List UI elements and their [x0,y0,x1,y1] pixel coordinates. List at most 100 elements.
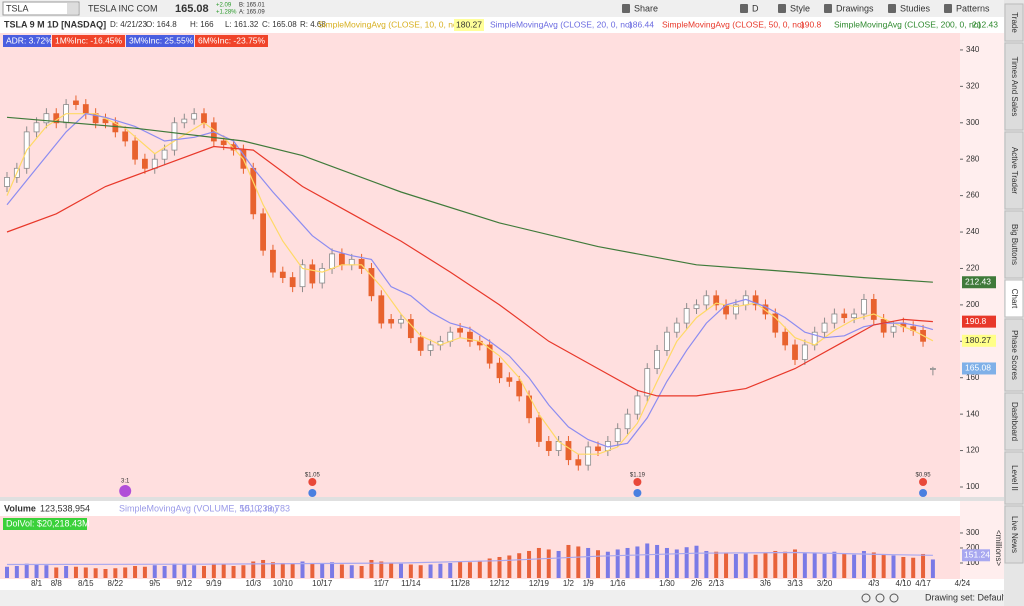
volume-value: 123,538,954 [40,503,90,513]
candle-body [447,331,454,342]
volume-bar [349,565,354,578]
toolbar-button[interactable]: Patterns [956,3,990,13]
company: TESLA INC COM [88,3,158,13]
volume-bar [202,565,206,578]
candle-body [348,258,355,266]
side-tab[interactable] [1004,505,1024,564]
side-tab-label[interactable]: Times And Sales [1010,57,1019,117]
volume-bar [448,562,453,578]
toolbar-icon[interactable] [944,4,952,13]
y-tick-label: 260 [966,191,980,200]
x-tick-label: 12/12 [489,579,510,588]
candle-body [585,446,592,466]
side-tab-label[interactable]: Live News [1010,516,1019,553]
side-tab[interactable] [1004,3,1024,42]
quote-field: O: 164.8 [146,20,177,29]
symbol-dropdown[interactable] [67,3,78,14]
earnings-marker[interactable] [919,489,928,497]
event-label: $1.05 [305,473,321,479]
volume-label: Volume [4,503,36,513]
dividend-marker[interactable] [633,478,642,486]
y-tick-label: 240 [966,227,980,236]
split-marker[interactable] [119,485,132,497]
toolbar-icon[interactable] [622,4,630,13]
study-badge-text: ADR: 3.72% [6,35,53,45]
zoom-reset[interactable] [889,593,899,603]
earnings-marker[interactable] [308,489,317,497]
candle-body [329,253,335,269]
toolbar-icon[interactable] [888,4,896,13]
candle-body [595,446,601,451]
earnings-marker[interactable] [633,489,642,497]
study-name: SimpleMovingAvg (CLOSE, 200, 0, no) [834,19,981,29]
side-tab[interactable] [1004,210,1024,279]
volume-bar [694,545,699,578]
study-value: 186.44 [628,19,654,29]
price-label-box [962,276,996,289]
quote-field: L: 161.32 [225,20,259,29]
study-badge-text: 3M%Inc: 25.55% [129,35,194,45]
volume-bar [901,556,906,578]
volume-bar [477,560,482,578]
price-label-box [962,315,996,328]
volume-header [0,501,960,516]
toolbar-button[interactable]: Drawings [836,3,874,13]
toolbar-button[interactable]: D [752,3,759,13]
toolbar-icon[interactable] [824,4,832,13]
side-tab[interactable] [1004,392,1024,451]
volume-bar [921,553,926,578]
volume-bar [891,555,896,578]
candle-body [398,319,404,324]
toolbar-icon[interactable] [740,4,748,13]
volume-bar [822,553,827,578]
zoom-in[interactable] [875,593,885,603]
x-tick-label: 11/7 [374,579,390,588]
volume-bar [881,553,886,578]
candle-body [309,264,316,284]
side-tab-label[interactable]: Big Buttons [1010,224,1019,265]
side-tab[interactable] [1004,451,1024,505]
candle-body [161,149,168,160]
candle-body [260,213,267,251]
side-tab-label[interactable]: Chart [1010,289,1019,309]
dividend-marker[interactable] [308,478,317,486]
toolbar-icon[interactable] [778,4,786,13]
side-tab[interactable] [1004,318,1024,392]
candle-body [565,441,572,461]
y-tick-label: 220 [966,264,980,273]
moving-average [6,145,933,397]
candle-body [516,380,523,397]
toolbar-button[interactable]: Style [790,3,810,13]
side-tab-label[interactable]: Trade [1010,12,1019,33]
side-tab-label[interactable]: Active Trader [1010,147,1019,194]
quote-field: R: 4.68 [300,20,326,29]
moving-average [6,113,934,455]
volume-bar [34,564,39,578]
last-price: 165.08 [175,3,209,15]
drawing-set[interactable]: Drawing set: Default [925,592,1007,602]
study-badge [3,35,51,47]
candle-body [201,113,207,124]
dividend-marker[interactable] [919,478,928,486]
side-tab-label[interactable]: Dashboard [1010,402,1019,441]
volume-bar [635,546,640,578]
y-tick-label: 160 [966,373,980,382]
candle-body [673,322,680,333]
volume-bar [320,563,325,578]
toolbar-button[interactable]: Share [634,3,658,13]
x-tick-label: 10/10 [273,579,294,588]
toolbar-button[interactable]: Studies [900,3,931,13]
side-tab-label[interactable]: Level II [1010,465,1019,491]
side-tab-label[interactable]: Phase Scores [1010,330,1019,380]
event-label: $0.95 [916,473,932,479]
zoom-out[interactable] [861,593,871,603]
candle-body [880,319,887,333]
side-tab[interactable] [1004,131,1024,210]
volume-bar [290,563,295,578]
side-tab[interactable] [1004,279,1024,318]
symbol-input[interactable] [2,1,80,16]
price-label: 190.8 [965,316,987,326]
side-tab[interactable] [1004,42,1024,131]
volume-bar [54,567,59,578]
study-value-box [454,19,484,31]
